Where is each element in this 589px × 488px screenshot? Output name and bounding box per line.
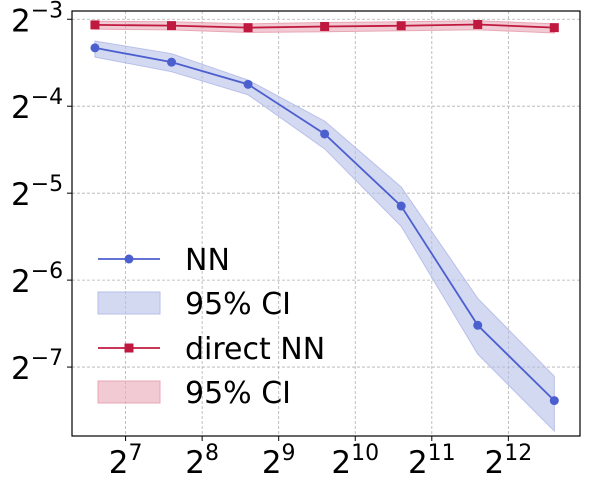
legend-marker [124, 343, 134, 353]
data-point-marker [549, 23, 559, 33]
x-tick-exponent: 11 [428, 441, 456, 466]
y-tick-exponent: −6 [31, 259, 63, 284]
x-tick-label: 210 [331, 441, 379, 481]
x-tick-label: 211 [408, 441, 456, 481]
x-tick-exponent: 9 [282, 441, 296, 466]
y-tick-exponent: −7 [31, 346, 63, 371]
legend-band-swatch [97, 291, 161, 315]
data-point-marker [320, 21, 330, 31]
data-point-marker [549, 396, 559, 406]
data-point-marker [396, 201, 406, 211]
y-tick-label: 2−7 [11, 346, 63, 387]
data-point-marker [320, 129, 330, 139]
x-tick-base: 2 [331, 445, 351, 481]
grid [72, 11, 580, 436]
data-point-marker [167, 57, 177, 67]
y-tick-label: 2−4 [11, 85, 63, 126]
ci-band-series-0 [94, 40, 555, 433]
y-tick-base: 2 [11, 177, 31, 213]
y-tick-exponent: −5 [31, 172, 63, 197]
data-point-marker [473, 320, 483, 330]
y-tick-exponent: −3 [31, 0, 63, 23]
data-point-marker [167, 21, 177, 31]
y-tick-label: 2−5 [11, 172, 63, 213]
legend-band-swatch [97, 380, 161, 404]
x-tick-label: 27 [109, 441, 143, 481]
y-tick-base: 2 [11, 351, 31, 387]
x-tick-base: 2 [109, 445, 129, 481]
plot-frame [71, 10, 581, 437]
x-tick-base: 2 [262, 445, 282, 481]
legend-label: NN [185, 243, 230, 278]
x-axis: 27 28 29 210 211 212 [109, 436, 532, 481]
x-tick-base: 2 [484, 445, 504, 481]
x-tick-exponent: 7 [128, 441, 142, 466]
data-point-marker [243, 23, 253, 33]
ci-bands [94, 20, 555, 433]
y-tick-base: 2 [11, 90, 31, 126]
y-axis: 2−32−42−52−62−7 [11, 0, 72, 387]
legend-label: 95% CI [185, 287, 291, 322]
y-tick-base: 2 [11, 3, 31, 39]
legend-label: 95% CI [185, 376, 291, 411]
data-point-marker [473, 19, 483, 29]
data-point-marker [243, 79, 253, 89]
data-point-marker [90, 43, 100, 53]
y-tick-exponent: −4 [31, 85, 63, 110]
data-point-marker [90, 20, 100, 30]
x-tick-exponent: 8 [205, 441, 219, 466]
x-tick-base: 2 [408, 445, 428, 481]
x-tick-base: 2 [185, 445, 205, 481]
y-tick-base: 2 [11, 264, 31, 300]
y-tick-label: 2−6 [11, 259, 63, 300]
x-tick-exponent: 12 [504, 441, 532, 466]
x-tick-exponent: 10 [351, 441, 379, 466]
x-tick-label: 29 [262, 441, 296, 481]
legend-marker [124, 254, 134, 264]
x-tick-label: 212 [484, 441, 532, 481]
x-tick-label: 28 [185, 441, 219, 481]
legend-label: direct NN [185, 332, 325, 367]
y-tick-label: 2−3 [11, 0, 63, 39]
series-markers [90, 19, 559, 406]
legend: NN 95% CI direct NN 95% CI [97, 243, 325, 411]
data-point-marker [396, 21, 406, 31]
